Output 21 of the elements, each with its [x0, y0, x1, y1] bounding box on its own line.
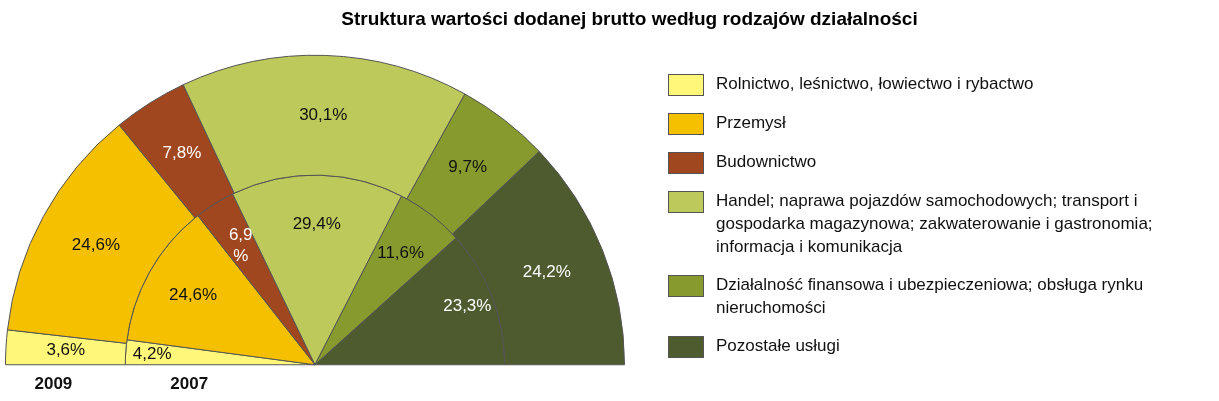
legend-label: Działalność finansowa i ubezpieczeniowa; obsługa rynku nieruchomości	[716, 274, 1145, 319]
data-label: 24,6%	[71, 234, 120, 254]
slice-label: 2009	[34, 374, 73, 394]
data-label: 24,2%	[522, 261, 571, 281]
legend-label: Budownictwo	[716, 151, 817, 173]
chart-title: Struktura wartości dodanej brutto według rodzajów działalności	[340, 8, 919, 30]
legend-label: Pozostałe usługi	[716, 335, 840, 357]
data-label: 4,2%	[132, 343, 172, 363]
legend-label: Rolnictwo, leśnictwo, łowiectwo i rybactwo	[716, 73, 1034, 95]
data-label: 29,4%	[292, 214, 341, 234]
legend-label: Handel; naprawa pojazdów samochodowych; transport i gospodarka magazynowa; zakwaterowanie i gastronomia; informacja i komunikacja	[716, 190, 1154, 258]
data-label: 11,6%	[377, 243, 425, 263]
slice-label: 2007	[170, 374, 209, 394]
data-label: 3,6%	[46, 340, 86, 360]
data-label: 23,3%	[443, 296, 492, 316]
data-label: 24,6%	[168, 284, 218, 304]
data-label: 9,7%	[448, 156, 488, 176]
data-label: 30,1%	[299, 104, 348, 124]
data-label: 6,9%	[228, 225, 253, 266]
data-label: 7,8%	[162, 143, 202, 163]
legend-label: Przemysł	[716, 112, 786, 134]
